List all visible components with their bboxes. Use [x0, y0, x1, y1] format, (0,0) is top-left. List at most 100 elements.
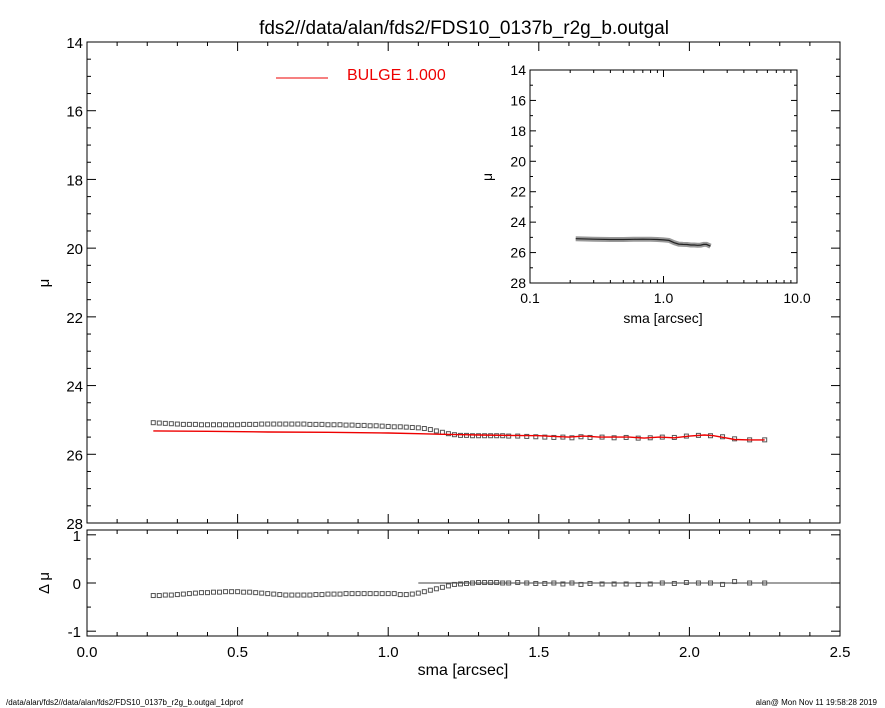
surface-brightness-point — [198, 422, 204, 428]
residual-point — [217, 589, 223, 595]
residual-point — [156, 593, 162, 599]
residual-plot-panel: 1 0 -1 0.0 0.5 1.0 1.5 2.0 2.5 Δ μ sma [arcsec] — [36, 528, 850, 679]
x-tick-label: 1.0 — [378, 644, 399, 661]
residual-point — [271, 591, 277, 597]
footer-timestamp: alan@ Mon Nov 11 19:58:28 2019 — [756, 698, 878, 707]
x-tick-label: 0.0 — [77, 644, 98, 661]
residual-y-tick-label: 1 — [73, 528, 81, 545]
surface-brightness-point — [241, 421, 247, 427]
residual-point — [599, 581, 605, 587]
main-y-tick-label: 18 — [66, 172, 83, 189]
residual-point — [168, 592, 174, 598]
surface-brightness-point — [403, 424, 409, 430]
residual-point — [180, 591, 186, 597]
surface-brightness-point — [174, 421, 180, 427]
residual-point — [524, 580, 530, 586]
residual-y-ticks: 1 0 -1 — [68, 528, 840, 641]
inset-plot-frame — [529, 69, 798, 284]
inset-profile-band — [575, 236, 712, 249]
residual-point — [373, 591, 379, 597]
surface-brightness-point — [313, 421, 319, 427]
residual-point — [683, 580, 689, 586]
residual-point — [397, 592, 403, 598]
residual-point — [301, 592, 307, 598]
residual-y-tick-label: 0 — [73, 576, 81, 593]
inset-x-axis-label: sma [arcsec] — [623, 310, 702, 326]
inset-x-tick-label: 0.1 — [520, 290, 540, 306]
main-y-axis-label: μ — [36, 279, 53, 288]
main-x-axis-label: sma [arcsec] — [418, 662, 509, 679]
residual-point — [379, 591, 385, 597]
residual-point — [445, 583, 451, 589]
surface-brightness-point — [367, 423, 373, 429]
main-data-points — [150, 420, 768, 443]
footer-file-path: /data/alan/fds2//data/alan/fds2/FDS10_01… — [6, 698, 244, 707]
residual-point — [732, 579, 738, 585]
surface-brightness-point — [319, 421, 325, 427]
surface-brightness-point — [331, 422, 337, 428]
surface-brightness-point — [349, 422, 355, 428]
residual-point — [578, 581, 584, 587]
residual-point — [331, 591, 337, 597]
x-tick-label: 1.5 — [528, 644, 549, 661]
residual-point — [391, 591, 397, 597]
surface-brightness-point — [229, 422, 235, 428]
residual-point — [421, 589, 427, 595]
inset-profile-line — [575, 238, 711, 247]
residual-point — [695, 580, 701, 586]
residual-point — [343, 591, 349, 597]
inset-y-tick-label: 28 — [510, 275, 526, 291]
surface-brightness-point — [192, 421, 198, 427]
residual-point — [247, 589, 253, 595]
surface-brightness-point — [476, 433, 482, 439]
residual-point — [337, 591, 343, 597]
residual-point — [295, 592, 301, 598]
surface-brightness-point — [343, 422, 349, 428]
inset-y-axis-label: μ — [479, 173, 495, 181]
surface-brightness-point — [307, 421, 313, 427]
main-y-tick-label: 24 — [66, 379, 83, 396]
main-plot-panel: 14 16 18 20 22 24 26 28 μ BULGE 1.000 — [36, 35, 841, 533]
surface-brightness-point — [379, 423, 385, 429]
surface-brightness-point — [253, 421, 259, 427]
residual-point — [457, 581, 463, 587]
residual-point — [587, 580, 593, 586]
residual-point — [470, 580, 476, 586]
residual-point — [223, 589, 229, 595]
surface-brightness-point — [150, 420, 156, 426]
main-y-tick-label: 20 — [66, 241, 83, 258]
main-y-tick-label: 22 — [66, 310, 83, 327]
surface-brightness-point — [186, 421, 192, 427]
residual-point — [506, 580, 512, 586]
surface-brightness-point — [247, 421, 253, 427]
residual-point — [671, 580, 677, 586]
residual-point — [307, 592, 313, 598]
x-tick-label: 0.5 — [227, 644, 248, 661]
inset-x-ticks: 0.1 1.0 10.0 — [520, 70, 811, 306]
main-x-ticks — [86, 42, 841, 523]
inset-y-tick-label: 22 — [510, 184, 526, 200]
surface-brightness-point — [235, 422, 241, 428]
residual-point — [211, 589, 217, 595]
surface-brightness-point — [587, 434, 593, 440]
main-y-ticks: 14 16 18 20 22 24 26 28 — [66, 35, 840, 533]
inset-y-tick-label: 18 — [510, 123, 526, 139]
surface-brightness-point — [433, 428, 439, 434]
surface-brightness-point — [168, 421, 174, 427]
surface-brightness-point — [361, 422, 367, 428]
residual-point — [385, 591, 391, 597]
surface-brightness-point — [259, 421, 265, 427]
surface-brightness-point — [217, 422, 223, 428]
residual-point — [241, 589, 247, 595]
inset-y-tick-label: 24 — [510, 214, 526, 230]
residual-point — [355, 591, 361, 597]
residual-point — [415, 590, 421, 596]
residual-point — [198, 590, 204, 596]
surface-brightness-point — [551, 434, 557, 440]
surface-brightness-point — [289, 421, 295, 427]
residual-point — [277, 592, 283, 598]
surface-brightness-point — [533, 434, 539, 440]
residual-point — [494, 580, 500, 586]
main-y-tick-label: 14 — [66, 35, 83, 52]
